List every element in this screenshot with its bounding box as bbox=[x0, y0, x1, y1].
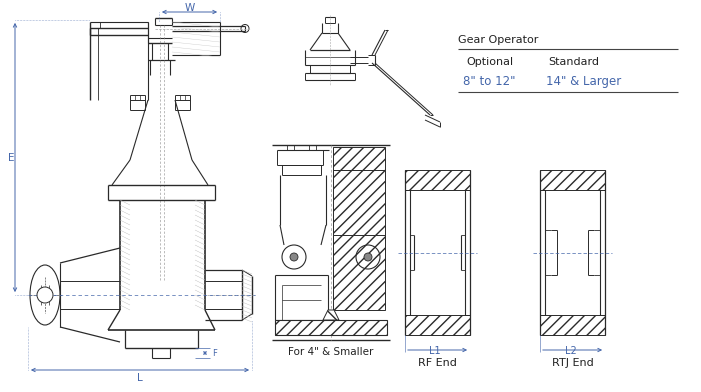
Circle shape bbox=[37, 287, 53, 303]
Polygon shape bbox=[333, 147, 385, 170]
Text: Gear Operator: Gear Operator bbox=[458, 35, 538, 45]
Text: For 4" & Smaller: For 4" & Smaller bbox=[288, 347, 374, 357]
Text: L1: L1 bbox=[430, 346, 441, 356]
Text: 8" to 12": 8" to 12" bbox=[463, 75, 515, 88]
Polygon shape bbox=[540, 170, 605, 190]
Text: L2: L2 bbox=[564, 346, 576, 356]
Polygon shape bbox=[540, 315, 605, 335]
Text: Standard: Standard bbox=[548, 57, 599, 67]
Polygon shape bbox=[333, 170, 385, 265]
Text: 14" & Larger: 14" & Larger bbox=[546, 75, 621, 88]
Text: RTJ End: RTJ End bbox=[552, 358, 593, 368]
Polygon shape bbox=[405, 315, 470, 335]
Text: W: W bbox=[184, 3, 195, 13]
Circle shape bbox=[290, 253, 298, 261]
Ellipse shape bbox=[30, 265, 60, 325]
Polygon shape bbox=[275, 320, 387, 335]
Polygon shape bbox=[323, 310, 339, 320]
Text: RF End: RF End bbox=[418, 358, 457, 368]
Text: E: E bbox=[8, 152, 14, 163]
Text: F: F bbox=[212, 348, 217, 358]
Text: Optional: Optional bbox=[466, 57, 513, 67]
Circle shape bbox=[364, 253, 372, 261]
Text: L: L bbox=[137, 373, 143, 383]
Polygon shape bbox=[333, 235, 385, 310]
Polygon shape bbox=[405, 170, 470, 190]
